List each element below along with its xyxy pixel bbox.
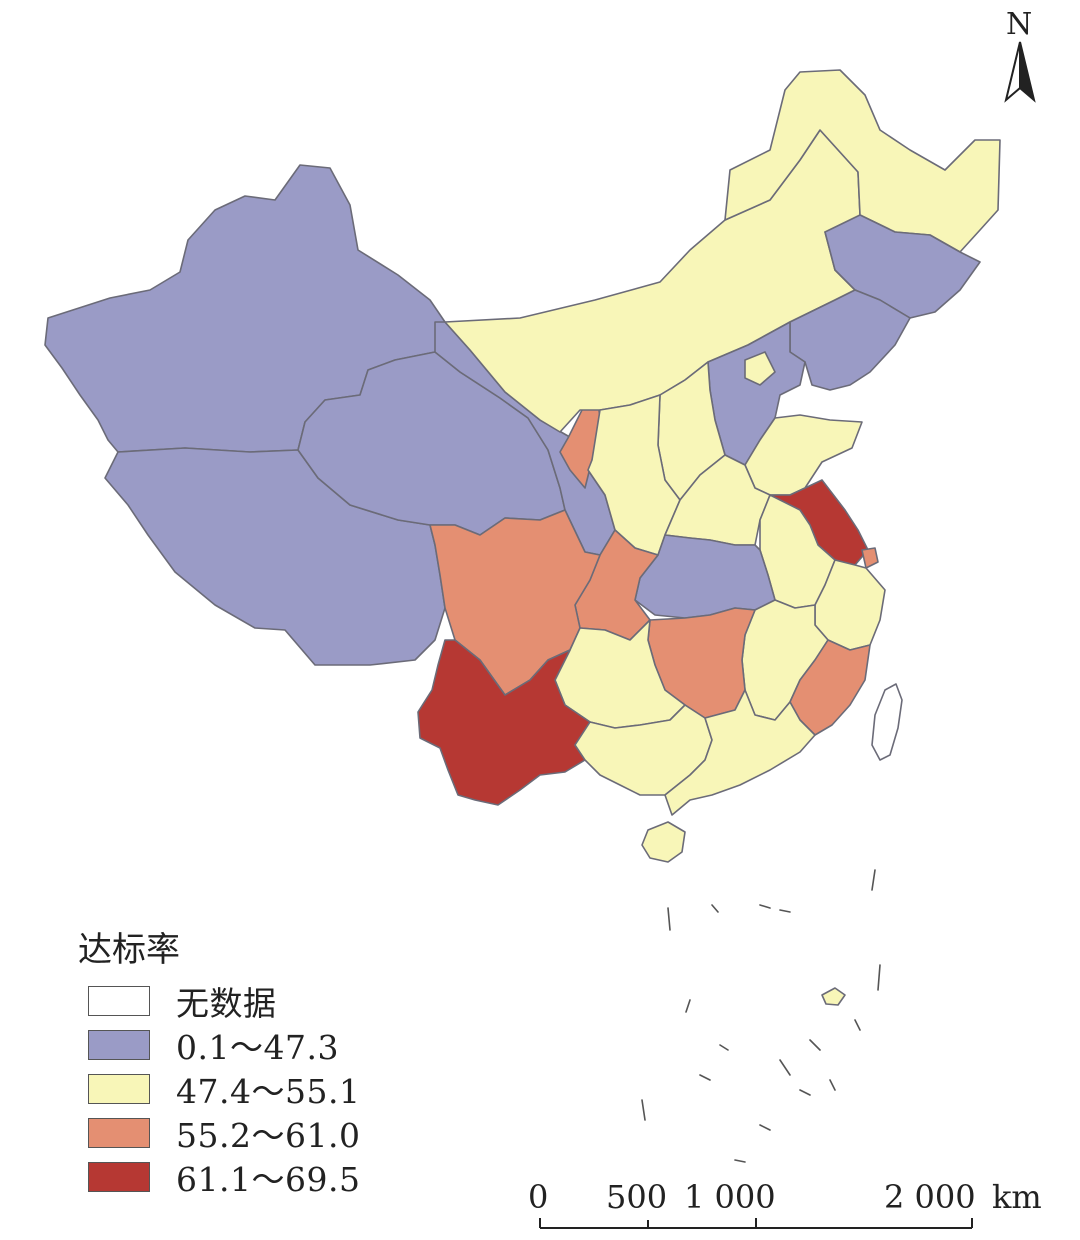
region-beijing bbox=[744, 351, 776, 386]
scale-unit: km bbox=[992, 1178, 1042, 1216]
scale-tick-1000: 1 000 bbox=[684, 1178, 776, 1216]
legend-item-no-data: 无数据 bbox=[78, 979, 360, 1023]
region-heilongjiang bbox=[724, 69, 1001, 253]
region-taiwan bbox=[871, 683, 903, 761]
legend-label: 55.2～61.0 bbox=[176, 1116, 361, 1155]
region-shanghai bbox=[861, 547, 879, 569]
north-arrow: N bbox=[1004, 7, 1036, 103]
legend-item-class-2: 47.4～55.1 bbox=[78, 1067, 360, 1111]
legend-swatch bbox=[88, 1074, 150, 1104]
legend-swatch bbox=[88, 986, 150, 1016]
south-sea-islands bbox=[641, 869, 881, 1163]
legend-title: 达标率 bbox=[78, 930, 180, 970]
legend-item-class-4: 61.1～69.5 bbox=[78, 1155, 360, 1199]
legend-swatch bbox=[88, 1118, 150, 1148]
legend-label: 61.1～69.5 bbox=[176, 1160, 361, 1199]
region-yunnan bbox=[417, 639, 591, 806]
scale-tick-500: 500 bbox=[606, 1178, 667, 1216]
legend-swatch bbox=[88, 1162, 150, 1192]
legend: 达标率 无数据 0.1～47.3 47.4～55.1 55.2～61.0 61.… bbox=[78, 922, 360, 1199]
legend-label: 47.4～55.1 bbox=[176, 1072, 361, 1111]
svg-text:N: N bbox=[1006, 7, 1032, 42]
legend-swatch bbox=[88, 1030, 150, 1060]
scale-bar: 0 500 1 000 2 000 km bbox=[528, 1178, 1042, 1229]
region-dongsha bbox=[821, 987, 846, 1006]
region-hainan bbox=[641, 821, 686, 863]
scale-tick-0: 0 bbox=[528, 1178, 548, 1216]
legend-label: 无数据 bbox=[176, 984, 277, 1023]
legend-item-class-3: 55.2～61.0 bbox=[78, 1111, 360, 1155]
legend-item-class-1: 0.1～47.3 bbox=[78, 1023, 360, 1067]
region-guangdong bbox=[664, 689, 816, 816]
scale-tick-2000: 2 000 bbox=[884, 1178, 976, 1216]
legend-label: 0.1～47.3 bbox=[176, 1028, 339, 1067]
region-fujian bbox=[789, 639, 871, 736]
